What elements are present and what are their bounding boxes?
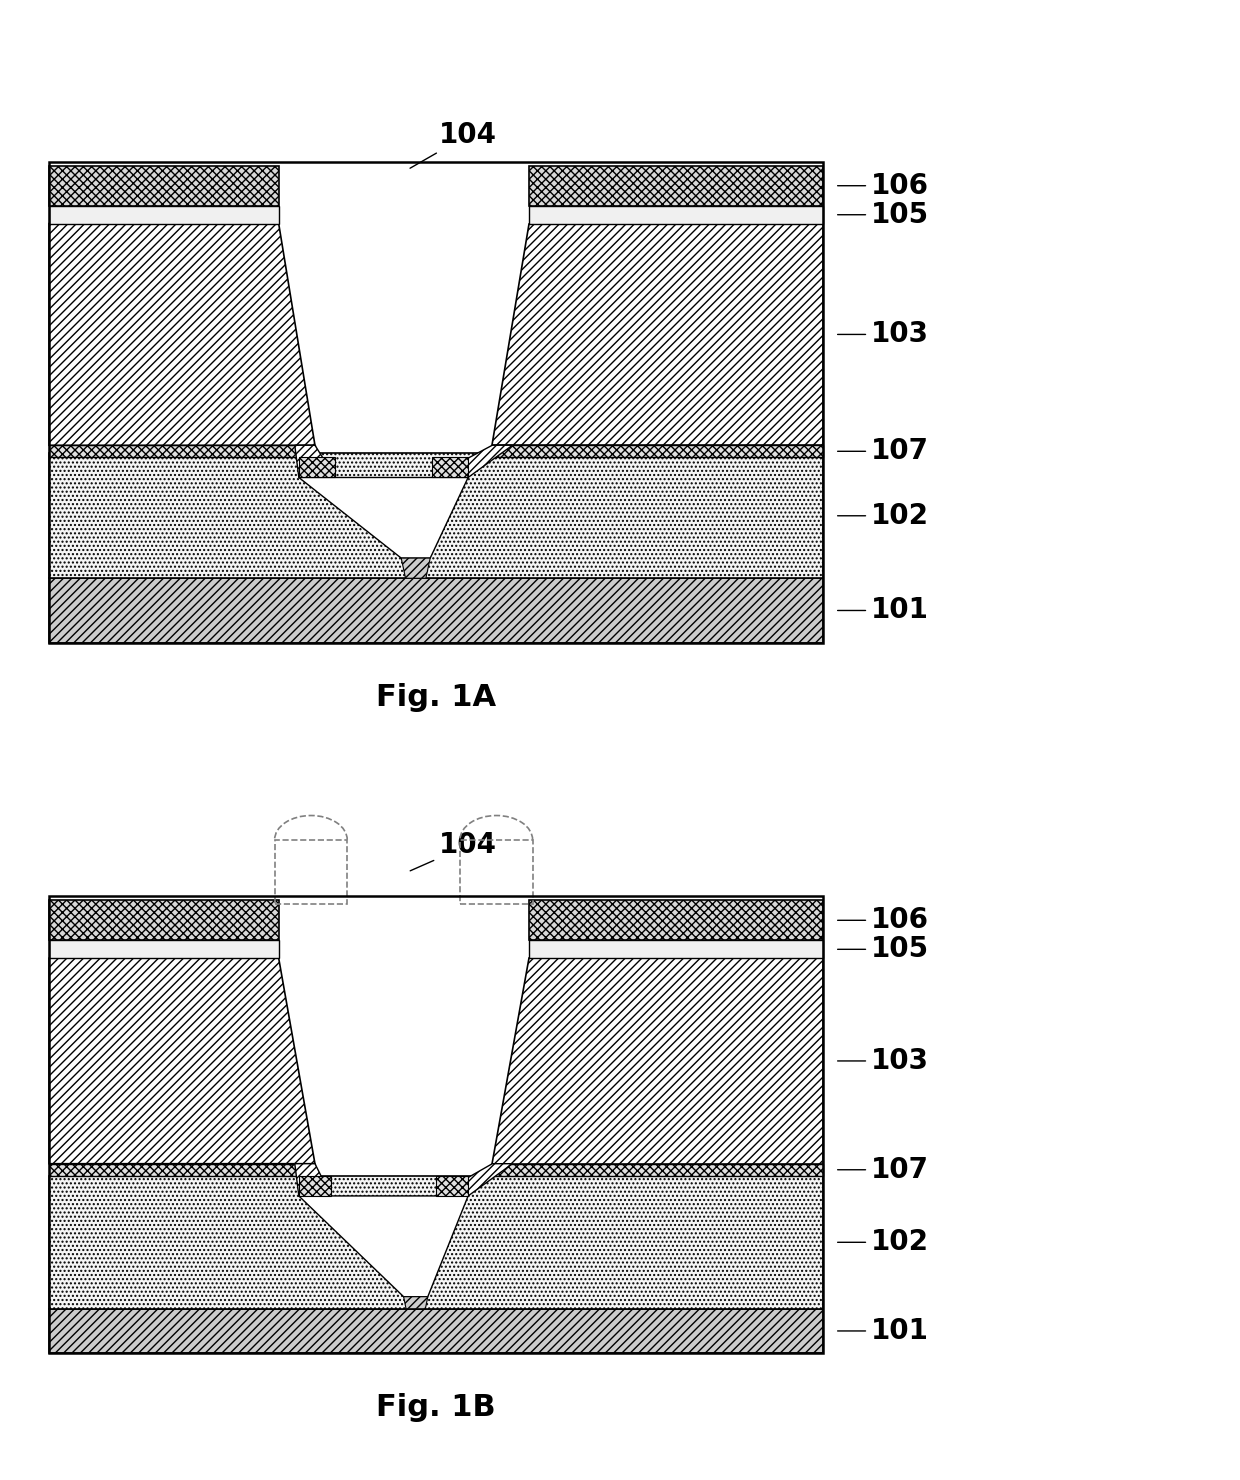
Bar (528, 940, 823, 958)
Text: 104: 104 (410, 832, 497, 870)
Text: 102: 102 (837, 502, 929, 530)
Polygon shape (299, 478, 467, 558)
Bar (436, 1175, 467, 1196)
Polygon shape (436, 1163, 512, 1196)
Bar (528, 166, 823, 206)
Polygon shape (295, 1163, 331, 1196)
Bar (432, 457, 469, 478)
Polygon shape (492, 223, 822, 445)
Bar (50, 1163, 315, 1175)
Polygon shape (50, 958, 315, 1163)
Bar (492, 445, 823, 457)
Text: 106: 106 (837, 172, 929, 200)
Polygon shape (299, 1196, 467, 1296)
Bar (50, 900, 279, 940)
Bar (50, 206, 279, 223)
Bar (299, 1175, 331, 1196)
Text: 105: 105 (837, 201, 929, 229)
Bar (460, 839, 532, 904)
Text: Fig. 1A: Fig. 1A (376, 684, 496, 712)
Text: Fig. 1B: Fig. 1B (376, 1394, 496, 1422)
Polygon shape (492, 958, 822, 1163)
Bar (50, 1308, 822, 1353)
Bar (50, 895, 822, 1353)
Polygon shape (402, 558, 430, 579)
Text: 104: 104 (410, 121, 497, 169)
Text: 103: 103 (837, 1046, 929, 1074)
Bar (50, 1175, 822, 1308)
Text: 101: 101 (837, 596, 929, 625)
Text: 103: 103 (837, 321, 929, 348)
Bar (528, 900, 823, 940)
Bar (299, 457, 335, 478)
Text: 101: 101 (837, 1317, 929, 1345)
Text: 107: 107 (837, 1156, 929, 1184)
Bar (50, 940, 279, 958)
Text: 107: 107 (837, 437, 929, 465)
Text: 106: 106 (837, 906, 929, 934)
Bar (274, 839, 347, 904)
Bar (50, 445, 315, 457)
Text: 102: 102 (837, 1228, 929, 1257)
Bar (50, 579, 822, 642)
Bar (528, 206, 823, 223)
Bar (50, 453, 822, 579)
Polygon shape (295, 445, 335, 478)
Bar (50, 166, 279, 206)
Polygon shape (432, 445, 512, 478)
Bar (492, 1163, 823, 1175)
Bar (50, 161, 822, 642)
Polygon shape (403, 1296, 428, 1308)
Text: 105: 105 (837, 935, 929, 963)
Polygon shape (50, 223, 315, 445)
